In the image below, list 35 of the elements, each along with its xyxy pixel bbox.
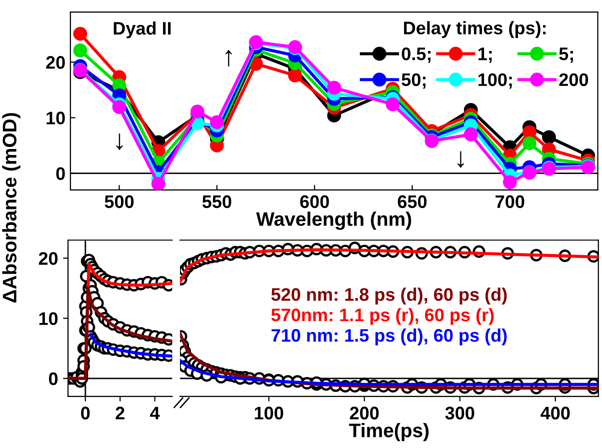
- legend-label: 100;: [478, 73, 512, 89]
- x-tick-label: 400: [540, 406, 570, 420]
- x-tick-label: 2: [116, 406, 124, 420]
- x-tick-label: 600: [300, 195, 329, 208]
- y-axis-title: ΔAbsorbance (mOD): [2, 113, 20, 303]
- x-tick-label: 300: [445, 406, 474, 420]
- x-tick-label: 200: [350, 406, 379, 420]
- annotation: ↓: [457, 151, 464, 168]
- legend-label: 0.5;: [402, 47, 431, 63]
- y-tick-label: 0: [56, 167, 65, 180]
- legend-label: 1;: [478, 48, 492, 63]
- y-tick-label: 10: [39, 312, 58, 326]
- legend-label: 5;: [559, 48, 573, 63]
- y-tick-label: 10: [46, 112, 65, 124]
- x-axis-title: Wavelength (nm): [256, 212, 412, 230]
- x-tick-label: 700: [496, 195, 524, 208]
- y-tick-label: 20: [46, 56, 65, 69]
- text: 570nm: 1.1 ps (r), 60 ps (r): [271, 308, 494, 325]
- text: 520 nm: 1.8 ps (d), 60 ps (d): [271, 288, 507, 304]
- x-tick-label: 4: [150, 406, 160, 420]
- x-tick-label: 650: [398, 195, 427, 208]
- annotation: ↓: [116, 134, 123, 150]
- annotation: Dyad II: [114, 21, 171, 38]
- legend-label: 50;: [402, 73, 426, 89]
- annotation: ↑: [225, 50, 232, 66]
- y-tick-label: 0: [48, 372, 58, 386]
- legend-label: 200: [559, 73, 588, 86]
- x-tick-label: 550: [202, 195, 232, 208]
- x-tick-label: 0: [81, 406, 90, 420]
- series-label: 710 nm: 1.5 ps (d), 60 ps (d): [272, 328, 507, 346]
- legend-title: Delay times (ps):: [404, 21, 546, 38]
- x-tick-label: 100: [254, 406, 284, 420]
- x-axis-title: Time(ps): [349, 423, 429, 442]
- y-tick-label: 20: [38, 252, 58, 265]
- x-tick-label: 500: [104, 195, 134, 208]
